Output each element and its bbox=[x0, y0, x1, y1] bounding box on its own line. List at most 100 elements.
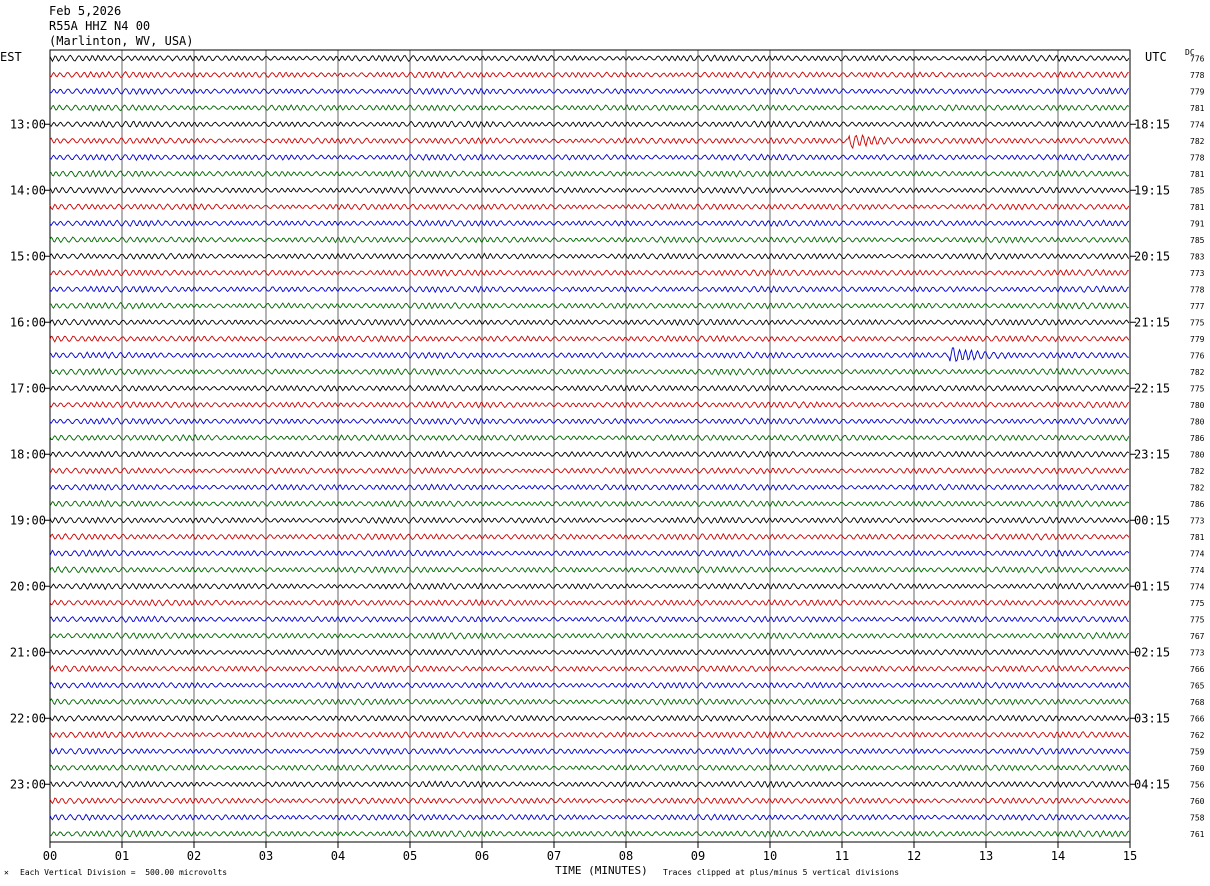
left-hour-label: 19:00 bbox=[10, 513, 46, 527]
trace-line bbox=[49, 714, 1130, 722]
right-hour-label: 19:15 bbox=[1134, 183, 1170, 197]
x-tick-label: 05 bbox=[403, 849, 417, 863]
right-timezone-label: UTC bbox=[1145, 50, 1167, 64]
dc-offset-label: 791 bbox=[1190, 219, 1205, 228]
trace-line bbox=[49, 813, 1130, 822]
left-hour-label: 17:00 bbox=[10, 381, 46, 395]
trace-line bbox=[49, 104, 1130, 112]
trace-line bbox=[49, 466, 1130, 475]
right-hour-label: 23:15 bbox=[1134, 447, 1170, 461]
trace-line bbox=[49, 582, 1129, 591]
trace-line bbox=[49, 252, 1130, 260]
trace-line bbox=[49, 764, 1130, 772]
dc-offset-label: 781 bbox=[1190, 104, 1205, 113]
plot-frame bbox=[49, 49, 1131, 843]
dc-offset-label: 760 bbox=[1190, 797, 1205, 806]
dc-offset-label: 781 bbox=[1190, 170, 1205, 179]
trace-line bbox=[49, 648, 1129, 657]
x-tick-label: 03 bbox=[259, 849, 273, 863]
left-hour-label: 15:00 bbox=[10, 249, 46, 263]
dc-offset-label: 775 bbox=[1190, 615, 1205, 624]
dc-offset-label: 773 bbox=[1190, 269, 1205, 278]
trace-line bbox=[49, 87, 1130, 96]
dc-offset-label: 778 bbox=[1190, 285, 1205, 294]
trace-line bbox=[49, 697, 1130, 706]
trace-line bbox=[49, 334, 1130, 343]
trace-line bbox=[49, 203, 1130, 211]
trace-line bbox=[49, 681, 1130, 689]
dc-offset-label: 767 bbox=[1190, 632, 1205, 641]
trace-line bbox=[49, 400, 1130, 409]
trace-line bbox=[49, 780, 1129, 789]
dc-offset-label: 765 bbox=[1190, 681, 1205, 690]
x-tick-label: 09 bbox=[691, 849, 705, 863]
dc-offset-label: 760 bbox=[1190, 764, 1205, 773]
left-hour-label: 13:00 bbox=[10, 117, 46, 131]
x-tick-label: 10 bbox=[763, 849, 777, 863]
trace-line bbox=[49, 450, 1130, 459]
right-hour-label: 01:15 bbox=[1134, 579, 1170, 593]
dc-offset-label: 777 bbox=[1190, 302, 1205, 311]
trace-line bbox=[49, 134, 1130, 150]
dc-offset-label: 779 bbox=[1190, 335, 1205, 344]
x-tick-label: 00 bbox=[43, 849, 57, 863]
clip-note: Traces clipped at plus/minus 5 vertical … bbox=[663, 868, 900, 877]
dc-offset-label: 785 bbox=[1190, 236, 1205, 245]
dc-offset-label: 774 bbox=[1190, 582, 1205, 591]
trace-line bbox=[49, 417, 1130, 426]
trace-line bbox=[49, 384, 1130, 392]
dc-offset-label: 756 bbox=[1190, 780, 1205, 789]
trace-line bbox=[49, 598, 1130, 607]
plot-date: Feb 5,2026 bbox=[49, 4, 122, 18]
dc-offset-label: 774 bbox=[1190, 566, 1205, 575]
dc-offset-label: 786 bbox=[1190, 500, 1205, 509]
trace-line bbox=[49, 615, 1129, 623]
trace-line bbox=[49, 730, 1129, 739]
dc-offset-label: 780 bbox=[1190, 401, 1205, 410]
dc-offset-label: 773 bbox=[1190, 516, 1205, 525]
trace-line bbox=[49, 219, 1130, 228]
dc-offset-label: 785 bbox=[1190, 186, 1205, 195]
dc-offset-label: 761 bbox=[1190, 830, 1205, 839]
left-hour-label: 21:00 bbox=[10, 645, 46, 659]
right-hour-label: 04:15 bbox=[1134, 777, 1170, 791]
dc-offset-label: 779 bbox=[1190, 87, 1205, 96]
dc-offset-label: 775 bbox=[1190, 599, 1205, 608]
dc-offset-label: 782 bbox=[1190, 137, 1205, 146]
dc-offset-label: 778 bbox=[1190, 153, 1205, 162]
trace-line bbox=[49, 797, 1130, 805]
right-hour-label: 18:15 bbox=[1134, 117, 1170, 131]
dc-offset-label: 759 bbox=[1190, 747, 1205, 756]
right-hour-label: 21:15 bbox=[1134, 315, 1170, 329]
dc-offset-label: 766 bbox=[1190, 665, 1205, 674]
x-tick-label: 14 bbox=[1051, 849, 1065, 863]
trace-line bbox=[49, 367, 1130, 376]
trace-line bbox=[49, 301, 1129, 310]
dc-offset-label: 774 bbox=[1190, 120, 1205, 129]
dc-offset-header: DC bbox=[1185, 48, 1195, 57]
right-hour-label: 22:15 bbox=[1134, 381, 1170, 395]
trace-line bbox=[49, 153, 1130, 162]
dc-offset-label: 781 bbox=[1190, 533, 1205, 542]
trace-line bbox=[49, 318, 1130, 327]
dc-offset-label: 786 bbox=[1190, 434, 1205, 443]
trace-line bbox=[49, 169, 1130, 178]
right-hour-label: 00:15 bbox=[1134, 513, 1170, 527]
trace-line bbox=[49, 631, 1130, 640]
dc-offset-label: 774 bbox=[1190, 549, 1205, 558]
trace-line bbox=[49, 433, 1130, 442]
x-tick-label: 08 bbox=[619, 849, 633, 863]
dc-offset-label: 782 bbox=[1190, 368, 1205, 377]
trace-line bbox=[49, 747, 1130, 756]
scale-icon: ✕ bbox=[4, 868, 9, 877]
left-hour-label: 18:00 bbox=[10, 447, 46, 461]
dc-offset-label: 783 bbox=[1190, 252, 1205, 261]
dc-offset-label: 775 bbox=[1190, 318, 1205, 327]
x-tick-label: 07 bbox=[547, 849, 561, 863]
right-hour-label: 02:15 bbox=[1134, 645, 1170, 659]
station-code: R55A HHZ N4 00 bbox=[49, 19, 151, 33]
dc-offset-label: 780 bbox=[1190, 450, 1205, 459]
x-axis-title: TIME (MINUTES) bbox=[555, 864, 648, 877]
trace-line bbox=[49, 549, 1130, 558]
